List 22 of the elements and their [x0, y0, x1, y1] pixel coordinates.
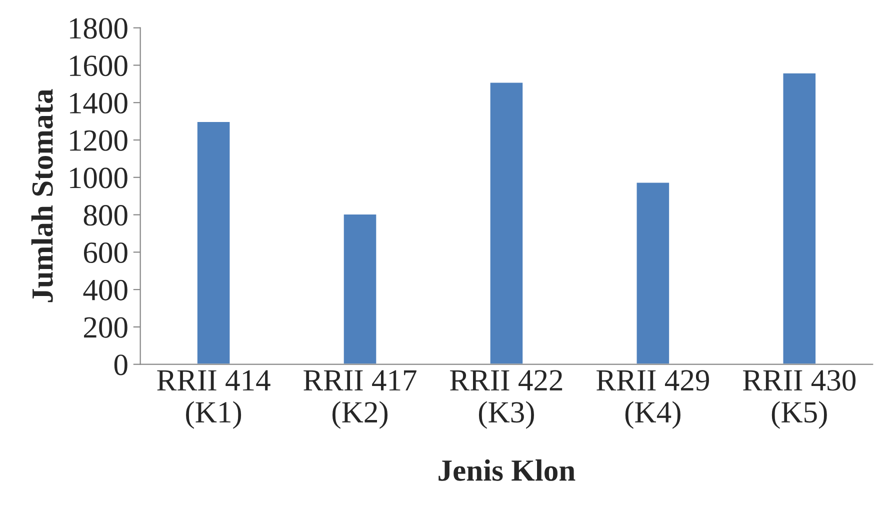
- y-tick-label: 600: [84, 242, 128, 264]
- x-tick-label: RRII 414 (K1): [157, 370, 270, 429]
- y-tick-label: 800: [84, 205, 128, 226]
- y-tick-label: 1000: [70, 168, 128, 188]
- bar: [342, 213, 378, 364]
- bar: [782, 72, 817, 364]
- x-tick-label: RRII 429 (K4): [596, 370, 709, 429]
- y-tick-label: 400: [83, 280, 128, 300]
- y-axis-title: Jumlah Stomata: [31, 89, 53, 302]
- bar: [488, 81, 524, 364]
- x-tick-label: RRII 422 (K3): [450, 370, 562, 429]
- bar: [196, 120, 232, 364]
- y-tick-label: 1200: [70, 130, 128, 151]
- y-tick-label: 0: [114, 354, 128, 376]
- bar: [635, 181, 670, 364]
- y-tick-label: 1800: [70, 18, 128, 39]
- x-tick-label: RRII 430 (K5): [742, 370, 856, 429]
- y-tick-label: 1600: [70, 56, 128, 76]
- x-axis-title: Jenis Klon: [438, 459, 576, 481]
- y-tick-label: 1400: [70, 92, 128, 114]
- y-tick-label: 200: [84, 317, 128, 338]
- x-tick-label: RRII 417 (K2): [304, 370, 416, 429]
